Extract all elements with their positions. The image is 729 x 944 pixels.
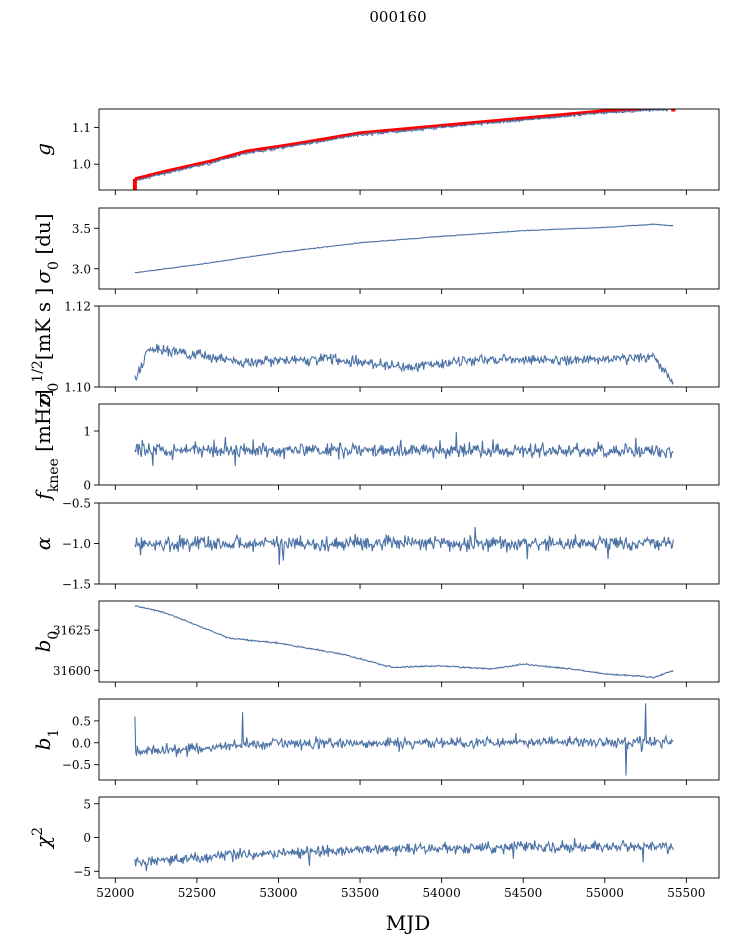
y-axis-label-sigma0-du: σ0 [du]: [31, 213, 62, 283]
y-tick-label-gain: 1.0: [72, 158, 91, 172]
panel-gain: 1.0 1.1 g: [31, 108, 720, 195]
series-line-b1: [134, 703, 674, 776]
series-line-b0: [134, 605, 674, 679]
panel-b1: −0.5 0.0 0.5 b1: [31, 698, 720, 785]
y-tick-label-sigma0-mk: 1.10: [64, 381, 91, 395]
x-tick-label: 55000: [586, 886, 624, 900]
y-tick-label-chi2: 0: [83, 831, 91, 845]
figure-title: 000160: [369, 8, 426, 26]
y-axis-label-b1: b1: [31, 729, 62, 751]
y-axis-label-chi2: χ2: [30, 827, 55, 850]
x-tick-label: 55500: [667, 886, 705, 900]
y-tick-label-alpha: −0.5: [62, 497, 91, 511]
axes-frame-b1: [98, 698, 720, 781]
series-line-chi2: [134, 837, 674, 872]
fit-line-gain: [134, 109, 669, 181]
axes-frame-chi2: [98, 796, 720, 879]
panel-fknee: 0 1 fknee [mHz]: [31, 389, 720, 502]
axes-frame-sigma0-du: [98, 207, 720, 290]
y-tick-label-chi2: −5: [73, 865, 91, 879]
y-tick-label-sigma0-du: 3.0: [72, 262, 91, 276]
x-tick-label: 52000: [96, 886, 134, 900]
y-tick-label-fknee: 0: [83, 479, 91, 493]
y-axis-label-gain: g: [31, 143, 55, 156]
y-axis-label-alpha: α: [31, 536, 55, 550]
y-axis-label-fknee: fknee [mHz]: [31, 389, 62, 501]
series-line-alpha: [134, 526, 674, 565]
x-axis-label: MJD: [386, 911, 431, 935]
y-tick-label-sigma0-mk: 1.12: [64, 300, 91, 314]
axes-frame-b0: [98, 600, 720, 683]
x-tick-label: 53500: [341, 886, 379, 900]
y-tick-label-b1: 0.5: [72, 714, 91, 728]
x-tick-label: 54000: [423, 886, 461, 900]
y-tick-label-fknee: 1: [83, 425, 91, 439]
y-tick-label-chi2: 5: [83, 797, 91, 811]
series-line-fknee: [134, 432, 674, 467]
x-tick-label: 53000: [259, 886, 297, 900]
y-tick-label-b1: 0.0: [72, 736, 91, 750]
x-tick-label: 54500: [504, 886, 542, 900]
y-tick-label-b1: −0.5: [62, 758, 91, 772]
x-tick-label: 52500: [178, 886, 216, 900]
axes-frame-gain: [98, 108, 720, 191]
panel-chi2: −5 0 5 52000 52500 53000 53500 54000 54500 55000 5…: [30, 796, 720, 900]
axes-frame-fknee: [98, 403, 720, 486]
y-tick-label-sigma0-du: 3.5: [72, 222, 91, 236]
y-tick-label-b0: 31625: [53, 624, 91, 638]
y-tick-label-b0: 31600: [53, 664, 91, 678]
series-line-sigma0-mk: [134, 343, 674, 386]
y-tick-label-alpha: −1.5: [62, 578, 91, 592]
y-axis-label-sigma0-mk: σ01/2[mK s ]: [30, 288, 62, 406]
y-tick-label-alpha: −1.0: [62, 537, 91, 551]
axes-frame-sigma0-mk: [98, 305, 720, 388]
series-line-sigma0-du: [134, 223, 674, 274]
y-tick-label-gain: 1.1: [72, 121, 91, 135]
panel-sigma0-du: 3.0 3.5 σ0 [du]: [31, 207, 720, 294]
series-line-gain: [134, 109, 674, 183]
y-axis-label-b0: b0: [31, 631, 62, 653]
panel-alpha: −1.5 −1.0 −0.5 α: [31, 497, 720, 592]
